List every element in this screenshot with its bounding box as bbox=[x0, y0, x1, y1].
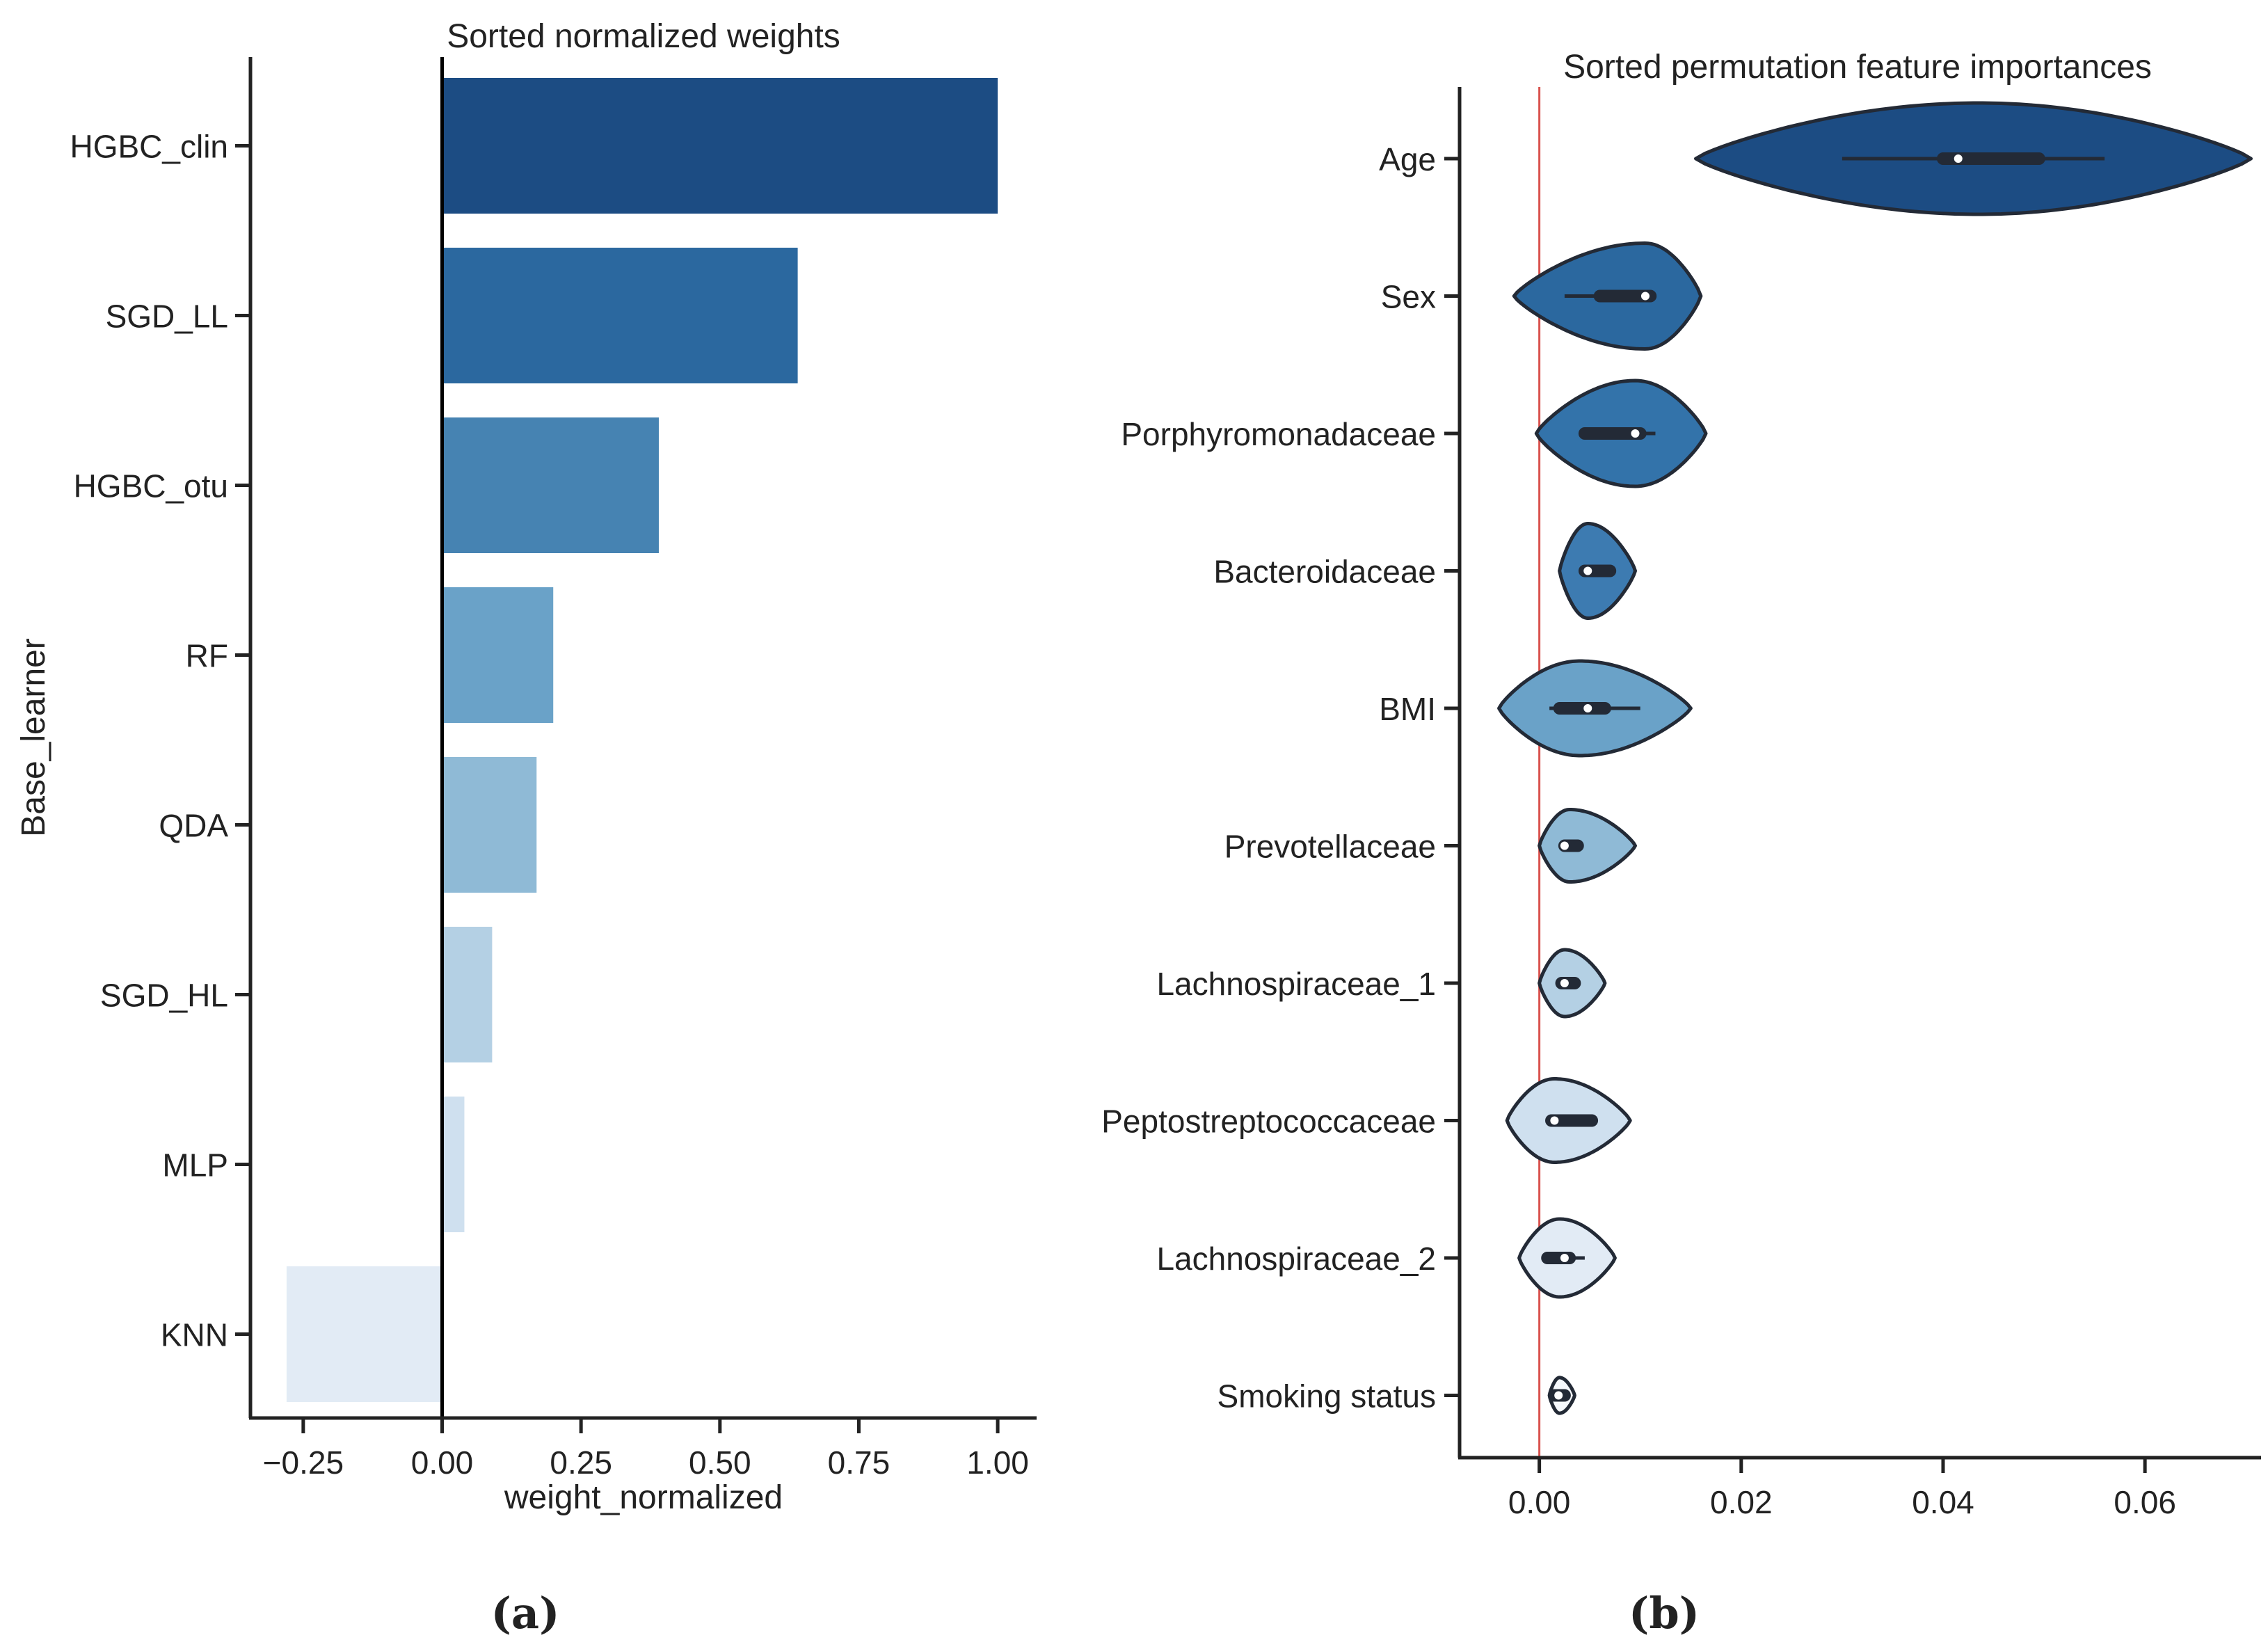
violin-median-lachnospiraceae-2 bbox=[1560, 1254, 1569, 1262]
violin-median-prevotellaceae bbox=[1560, 841, 1569, 850]
panel-a-bars bbox=[286, 78, 998, 1402]
x-tick-label-3: 0.06 bbox=[2114, 1484, 2176, 1520]
panel-b-violin-chart: Sorted permutation feature importances A… bbox=[1101, 49, 2261, 1639]
bar-sgd-hl bbox=[442, 927, 493, 1062]
y-tick-label-lachnospiraceae-2: Lachnospiraceae_2 bbox=[1156, 1241, 1436, 1277]
panel-a-caption: (a) bbox=[491, 1588, 560, 1639]
y-tick-label-peptostreptococcaceae: Peptostreptococcaceae bbox=[1101, 1104, 1436, 1140]
panel-b-violins bbox=[1497, 101, 2253, 1415]
y-tick-label-bmi: BMI bbox=[1379, 691, 1436, 727]
violin-smoking-status bbox=[1547, 1376, 1576, 1415]
violin-median-peptostreptococcaceae bbox=[1550, 1116, 1559, 1125]
panel-b-caption: (b) bbox=[1629, 1588, 1700, 1639]
y-tick-label-sex: Sex bbox=[1381, 279, 1436, 315]
violin-median-lachnospiraceae-1 bbox=[1560, 979, 1569, 987]
panel-a-x-ticks: −0.25 0.00 0.25 0.50 0.75 1.00 bbox=[263, 1418, 1029, 1481]
y-tick-label-prevotellaceae: Prevotellaceae bbox=[1224, 829, 1436, 865]
y-tick-label-age: Age bbox=[1379, 141, 1436, 177]
violin-lachnospiraceae-2 bbox=[1517, 1217, 1617, 1299]
y-tick-label-porphyromonadaceae: Porphyromonadaceae bbox=[1121, 416, 1436, 452]
violin-prevotellaceae bbox=[1538, 808, 1637, 884]
y-tick-label-knn: KNN bbox=[161, 1317, 228, 1353]
violin-median-porphyromonadaceae bbox=[1631, 429, 1640, 438]
bar-mlp bbox=[442, 1097, 465, 1232]
bar-knn bbox=[286, 1266, 442, 1402]
x-tick-label-1: 0.00 bbox=[411, 1444, 474, 1481]
panel-b-y-ticks: Age Sex Porphyromonadaceae Bacteroidaceae BM… bbox=[1101, 141, 1460, 1415]
bar-hgbc-otu bbox=[442, 417, 659, 553]
x-tick-label-2: 0.04 bbox=[1912, 1484, 1974, 1520]
violin-median-bacteroidaceae bbox=[1583, 566, 1592, 575]
bar-qda bbox=[442, 757, 537, 893]
violin-median-smoking-status bbox=[1554, 1391, 1563, 1400]
violin-peptostreptococcaceae bbox=[1505, 1077, 1632, 1164]
y-tick-label-lachnospiraceae-1: Lachnospiraceae_1 bbox=[1156, 966, 1436, 1002]
y-tick-label-qda: QDA bbox=[159, 808, 228, 844]
bar-hgbc-clin bbox=[442, 78, 998, 214]
violin-bmi bbox=[1497, 659, 1693, 758]
x-tick-label-0: −0.25 bbox=[263, 1444, 344, 1481]
violin-bacteroidaceae bbox=[1558, 522, 1637, 620]
x-tick-label-3: 0.50 bbox=[689, 1444, 751, 1481]
x-tick-label-2: 0.25 bbox=[550, 1444, 612, 1481]
violin-porphyromonadaceae bbox=[1534, 379, 1708, 488]
violin-age bbox=[1694, 101, 2253, 216]
panel-b-x-ticks: 0.00 0.02 0.04 0.06 bbox=[1508, 1458, 2176, 1520]
y-tick-label-hgbc-clin: HGBC_clin bbox=[70, 129, 228, 165]
violin-sex bbox=[1512, 241, 1703, 351]
y-tick-label-bacteroidaceae: Bacteroidaceae bbox=[1213, 554, 1436, 590]
panel-a-title: Sorted normalized weights bbox=[447, 18, 840, 55]
panel-a-y-axis-label: Base_learner bbox=[15, 638, 52, 837]
y-tick-label-sgd-ll: SGD_LL bbox=[106, 298, 228, 335]
violin-lachnospiraceae-1 bbox=[1538, 948, 1607, 1019]
bar-sgd-ll bbox=[442, 248, 798, 383]
panel-a-y-ticks: HGBC_clin SGD_LL HGBC_otu RF QDA SGD_HL MLP KNN bbox=[70, 129, 250, 1353]
x-tick-label-5: 1.00 bbox=[966, 1444, 1029, 1481]
x-tick-label-4: 0.75 bbox=[828, 1444, 891, 1481]
violin-body-prevotellaceae bbox=[1538, 808, 1637, 884]
panel-b-title: Sorted permutation feature importances bbox=[1563, 49, 2152, 86]
y-tick-label-sgd-hl: SGD_HL bbox=[100, 978, 228, 1014]
y-tick-label-hgbc-otu: HGBC_otu bbox=[74, 468, 228, 504]
y-tick-label-mlp: MLP bbox=[162, 1147, 228, 1184]
panel-a-bar-chart: Sorted normalized weights HGBC_clin SGD_L… bbox=[15, 18, 1037, 1639]
y-tick-label-rf: RF bbox=[186, 638, 228, 674]
violin-median-bmi bbox=[1583, 704, 1592, 712]
y-tick-label-smoking-status: Smoking status bbox=[1217, 1378, 1436, 1415]
x-tick-label-0: 0.00 bbox=[1508, 1484, 1571, 1520]
x-tick-label-1: 0.02 bbox=[1710, 1484, 1773, 1520]
bar-rf bbox=[442, 587, 554, 723]
violin-median-sex bbox=[1640, 292, 1650, 301]
panel-a-x-axis-label: weight_normalized bbox=[504, 1479, 783, 1516]
violin-median-age bbox=[1954, 154, 1963, 163]
